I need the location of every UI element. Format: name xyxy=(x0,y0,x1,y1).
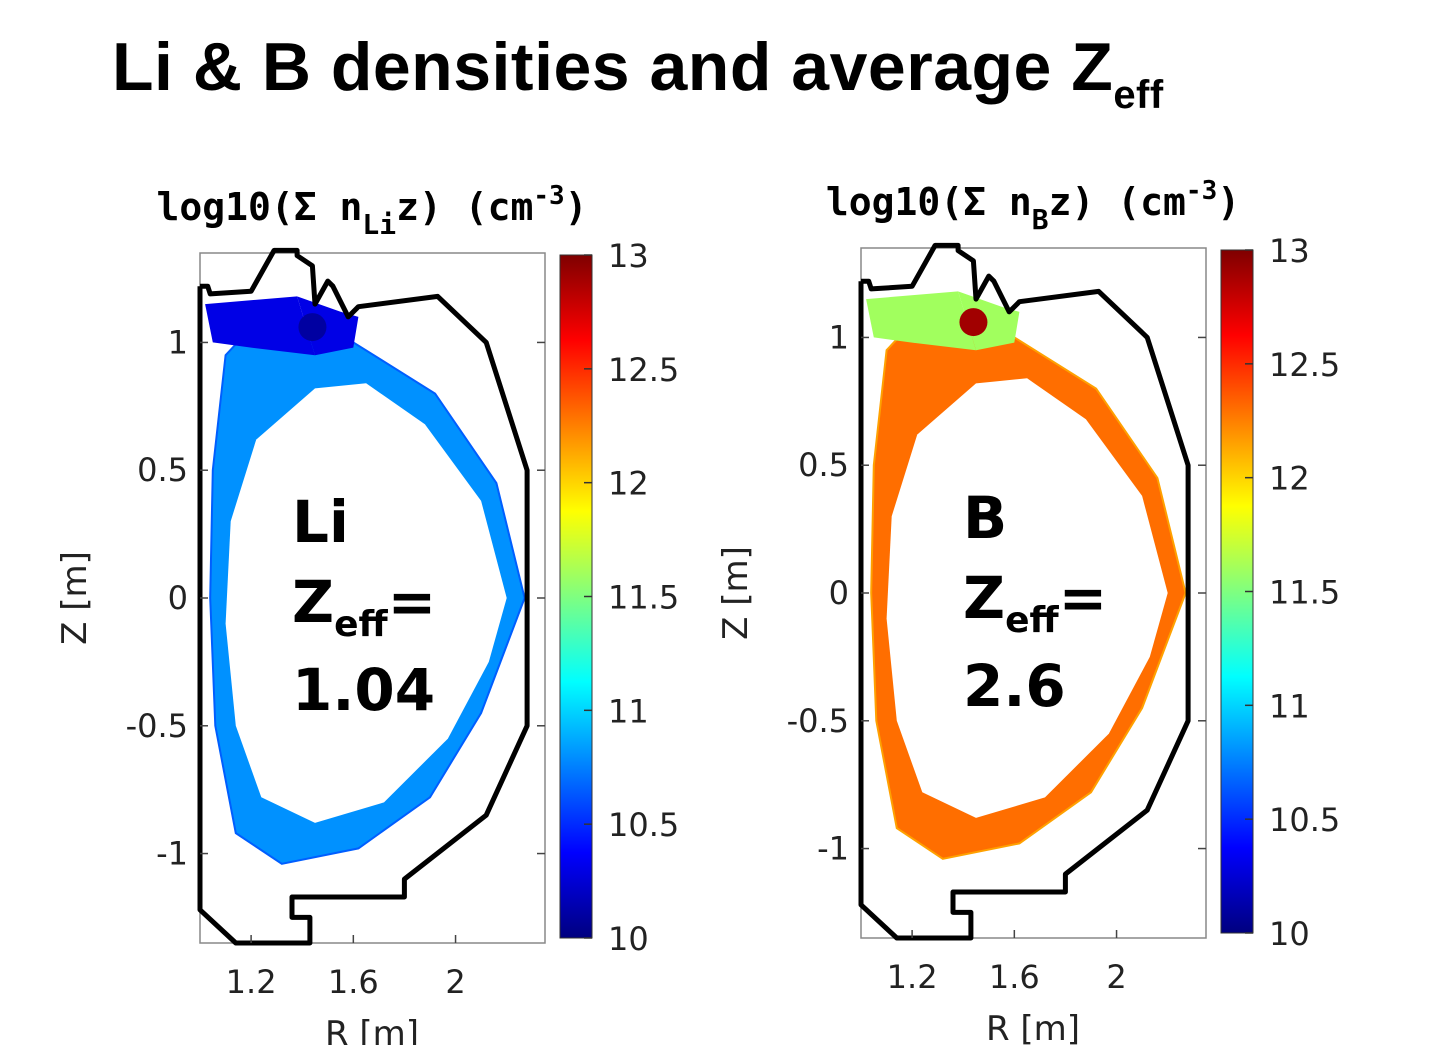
colorbar-tick-label: 10.5 xyxy=(1269,801,1340,839)
colorbar-tick-label: 12 xyxy=(1269,460,1310,498)
plot-title: log10(Σ nBz) (cm-3) xyxy=(826,176,1240,236)
plasma-density-map xyxy=(205,296,526,865)
inner-divertor-leg xyxy=(205,296,315,356)
vessel-wall xyxy=(197,247,530,946)
y-tick-label: 0 xyxy=(829,574,849,612)
colorbar-tick-label: 12 xyxy=(608,465,649,503)
x-tick-label: 1.6 xyxy=(328,963,379,1001)
axis-ticks: 1.2 1.6 2 1 0.5 0 -0.5 -1 xyxy=(787,318,1206,996)
species-label: Li xyxy=(292,488,349,556)
colorbar-tick-label: 11 xyxy=(608,692,649,730)
zeff-annotation: Li Zeff= 1.04 xyxy=(292,488,436,724)
b-density-panel: log10(Σ nBz) (cm-3) 1.2 1.6 2 1 0.5 0 -0.5 -1 R… xyxy=(661,160,1376,1049)
y-tick-label: 0.5 xyxy=(137,451,188,489)
inner-divertor-leg xyxy=(866,291,976,351)
x-point-region xyxy=(959,308,988,337)
y-tick-label: 0.5 xyxy=(798,446,849,484)
y-tick-label: -0.5 xyxy=(787,702,849,740)
y-axis-label: Z [m] xyxy=(55,551,95,645)
core-region xyxy=(886,378,1168,818)
zeff-annotation: B Zeff= 2.6 xyxy=(963,484,1107,720)
colorbar-tick-label: 12.5 xyxy=(608,351,679,389)
colorbar-tick-label: 10 xyxy=(608,920,649,958)
y-tick-label: -0.5 xyxy=(126,707,188,745)
x-axis-label: R [m] xyxy=(986,1009,1080,1045)
y-tick-label: 1 xyxy=(829,318,849,356)
zeff-label: Zeff= xyxy=(292,568,436,645)
colorbar-tick-label: 12.5 xyxy=(1269,346,1340,384)
colorbar-ticks: 13 12.5 12 11.5 11 10.5 10 xyxy=(584,237,679,958)
colorbar-tick-label: 11.5 xyxy=(1269,574,1340,612)
core-region xyxy=(225,383,507,823)
b-density-plot: log10(Σ nBz) (cm-3) 1.2 1.6 210.50-0.5-1 R… xyxy=(716,176,1340,1049)
colorbar-tick-label: 10.5 xyxy=(608,806,679,844)
colorbar-tick-label: 13 xyxy=(608,237,649,275)
colorbar-tick-label: 11.5 xyxy=(608,579,679,617)
plot-title: log10(Σ nLiz) (cm-3) xyxy=(156,181,587,241)
species-label: B xyxy=(963,484,1007,552)
y-axis-label: Z [m] xyxy=(716,546,756,640)
zeff-label: Zeff= xyxy=(963,564,1107,641)
li-density-panel: log10(Σ nLiz) (cm-3) 1.2 1.6 2 1 0.5 0 -0.5 -1 … xyxy=(0,160,715,1049)
colorbar-tick-label: 11 xyxy=(1269,687,1310,725)
x-tick-label: 1.6 xyxy=(989,958,1040,996)
colorbar-ticks: 13 12.5 12 11.5 11 10.5 10 xyxy=(1245,232,1340,953)
zeff-value: 2.6 xyxy=(963,652,1066,720)
x-axis-label: R [m] xyxy=(325,1014,419,1045)
x-point-region xyxy=(298,313,327,342)
colorbar-tick-label: 13 xyxy=(1269,232,1310,270)
vessel-wall-outline xyxy=(197,247,530,946)
vessel-wall xyxy=(858,242,1191,941)
y-tick-label: 0 xyxy=(168,579,188,617)
zeff-value: 1.04 xyxy=(292,656,435,724)
plasma-density-map xyxy=(866,291,1187,860)
li-density-plot: log10(Σ nLiz) (cm-3) 1.2 1.6 210.50-0.5-1 … xyxy=(55,181,679,1049)
y-tick-label: -1 xyxy=(817,830,849,868)
x-tick-label: 1.2 xyxy=(226,963,277,1001)
x-tick-label: 2 xyxy=(445,963,465,1001)
y-tick-label: -1 xyxy=(156,835,188,873)
axis-ticks: 1.2 1.6 2 1 0.5 0 -0.5 -1 xyxy=(126,323,545,1001)
page-title: Li & B densities and average Zeff xyxy=(112,29,1164,117)
y-tick-label: 1 xyxy=(168,323,188,361)
x-tick-label: 2 xyxy=(1106,958,1126,996)
vessel-wall-outline xyxy=(858,242,1191,941)
colorbar-tick-label: 10 xyxy=(1269,915,1310,953)
x-tick-label: 1.2 xyxy=(887,958,938,996)
